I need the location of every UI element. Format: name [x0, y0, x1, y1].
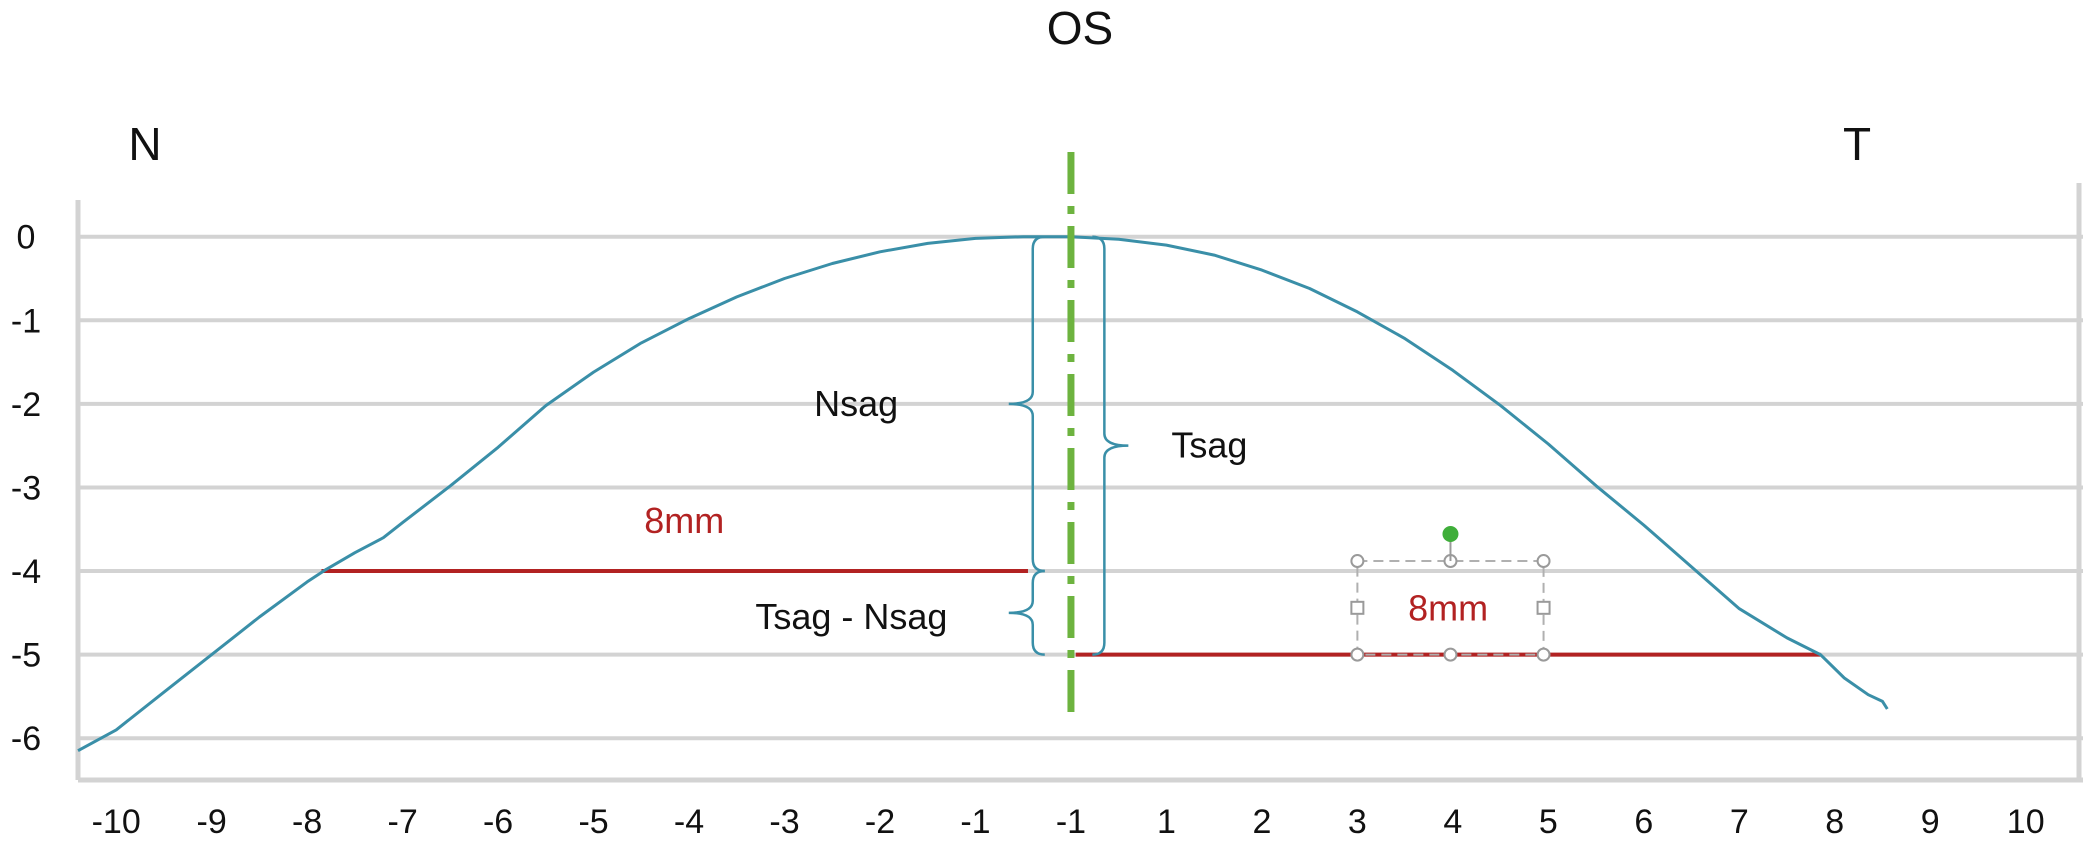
y-tick-label: -5	[11, 637, 41, 675]
resize-handle-side	[1536, 600, 1551, 615]
chart-title: OS	[1047, 2, 1113, 54]
annotation-label: 8mm	[1408, 588, 1488, 629]
y-tick-label: -4	[11, 553, 41, 591]
x-tick-label: -1	[960, 803, 990, 841]
x-tick-label: -8	[292, 803, 322, 841]
x-tick-label: 3	[1348, 803, 1367, 841]
x-tick-label: -7	[388, 803, 418, 841]
resize-handle	[1350, 554, 1365, 569]
x-tick-label: -6	[483, 803, 513, 841]
y-tick-label: -2	[11, 386, 41, 424]
grid-lines	[78, 234, 2083, 741]
resize-handle-side	[1350, 600, 1365, 615]
x-tick-label: 7	[1730, 803, 1749, 841]
x-tick-label: 9	[1921, 803, 1940, 841]
resize-handle	[1536, 554, 1551, 569]
x-tick-label: -2	[865, 803, 895, 841]
brace-tsag	[1092, 235, 1129, 656]
annotation-label: Tsag - Nsag	[755, 596, 947, 637]
x-tick-label: -5	[578, 803, 608, 841]
x-tick-label: 6	[1634, 803, 1653, 841]
y-tick-label: -6	[11, 720, 41, 758]
resize-handle	[1443, 647, 1458, 662]
y-tick-label: -3	[11, 469, 41, 507]
x-tick-label: -9	[197, 803, 227, 841]
x-tick-label: 2	[1252, 803, 1271, 841]
x-tick-label: 1	[1157, 803, 1176, 841]
x-tick-label: -3	[769, 803, 799, 841]
brace-tsag-nsag	[1008, 569, 1045, 656]
x-tick-label: 4	[1443, 803, 1462, 841]
tick-labels: -10 -9 -8 -7 -6 -5 -4 -3 -2 -1 -1 1 2 3 4 5 6 7 8 9 10 0 -1 -2 -…	[11, 219, 2045, 841]
annotation-label: Tsag	[1171, 425, 1247, 466]
resize-handle	[1350, 647, 1365, 662]
x-tick-label: -1	[1056, 803, 1086, 841]
rotate-handle	[1442, 526, 1459, 543]
plot-frame	[75, 183, 2083, 783]
series	[77, 235, 1889, 753]
x-tick-label: 8	[1825, 803, 1844, 841]
resize-handle	[1536, 647, 1551, 662]
nasal-label: N	[128, 118, 161, 170]
x-tick-label: 10	[2007, 803, 2045, 841]
temporal-label: T	[1843, 118, 1871, 170]
sagitta-braces	[1008, 235, 1129, 656]
y-tick-label: 0	[17, 219, 36, 257]
x-tick-label: -10	[92, 803, 141, 841]
profile-line	[77, 235, 1889, 753]
annotation-label: 8mm	[644, 500, 724, 541]
annotations: 8mm 8mm Nsag Tsag Tsag - Nsag	[644, 383, 1488, 637]
x-tick-label: -4	[674, 803, 704, 841]
x-tick-label: 5	[1539, 803, 1558, 841]
annotation-label: Nsag	[814, 383, 898, 424]
text-box-selection[interactable]	[1350, 526, 1551, 662]
y-tick-label: -1	[11, 302, 41, 340]
